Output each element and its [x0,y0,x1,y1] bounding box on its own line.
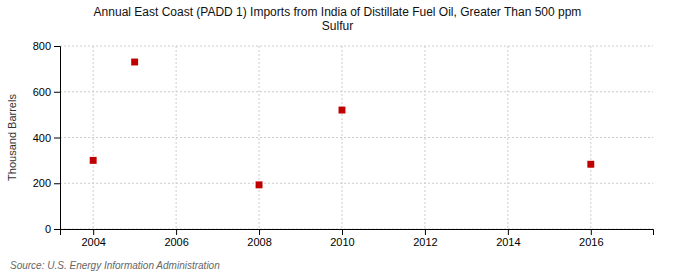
point [131,59,138,66]
y-tick-label: 400 [33,132,51,144]
x-tick: 2004 [81,229,105,248]
y-tick: 0 [45,223,60,235]
x-tick: 2010 [330,229,354,248]
y-tick-mark [54,46,60,47]
y-tick-mark [54,183,60,184]
x-axis: 2004 2006 2008 2010 2012 2014 2016 [61,229,654,248]
grid-line-y [60,46,653,47]
x-tick-label: 2012 [413,236,437,248]
x-tick-mark [93,229,94,235]
y-tick-label: 200 [33,177,51,189]
title: Annual East Coast (PADD 1) Imports from … [94,5,582,33]
grid-line-x [93,46,94,229]
point [256,181,263,188]
source-note: Source: U.S. Energy Information Administ… [10,260,220,271]
y-tick-label: 0 [45,223,51,235]
point [90,157,97,164]
y-axis-line [54,47,61,230]
grid-line-y [60,91,653,92]
grid-line-x [590,46,591,229]
y-tick-mark [54,138,60,139]
grid-line-x [259,46,260,229]
chart-svg: 2004 2006 2008 2010 2012 2014 2016 0 200 400 600 80… [0,0,675,275]
y-axis: 0 200 400 600 800 [33,40,61,235]
grid-line-x [507,46,508,229]
point [587,161,594,168]
y-tick-label: 600 [33,86,51,98]
x-tick-label: 2008 [247,236,271,248]
x-tick-label: 2004 [81,236,105,248]
x-axis-line [61,230,654,236]
x-tick-mark [259,229,260,235]
x-tick-label: 2014 [496,236,520,248]
grid-line-x [424,46,425,229]
y-axis-title: Thousand Barrels [6,94,18,181]
y-tick: 400 [33,132,60,144]
y-tick: 200 [33,177,60,189]
x-tick-mark [342,229,343,235]
x-tick-label: 2006 [164,236,188,248]
x-tick-label: 2010 [330,236,354,248]
grid-line-x [341,46,342,229]
x-tick-mark [425,229,426,235]
x-tick: 2014 [496,229,520,248]
x-tick-mark [508,229,509,235]
y-tick-mark [54,92,60,93]
point [339,107,346,114]
x-tick-mark [591,229,592,235]
x-tick-label: 2016 [579,236,603,248]
title-line: Annual East Coast (PADD 1) Imports from … [94,5,582,19]
grid-line-y [60,183,653,184]
y-tick-mark [54,229,60,230]
chart-container: 2004 2006 2008 2010 2012 2014 2016 0 200 400 600 80… [0,0,675,275]
x-tick: 2012 [413,229,437,248]
title-line: Sulfur [322,19,353,33]
grid-line-x [176,46,177,229]
grid-line-y [60,137,653,138]
x-tick-mark [176,229,177,235]
points [90,59,595,189]
grid [60,46,653,229]
x-tick: 2006 [164,229,188,248]
x-tick: 2016 [579,229,603,248]
y-tick: 800 [33,40,60,52]
y-tick-label: 800 [33,40,51,52]
plot-area: 2004 2006 2008 2010 2012 2014 2016 0 200 400 600 80… [33,40,654,248]
x-tick: 2008 [247,229,271,248]
y-tick: 600 [33,86,60,98]
